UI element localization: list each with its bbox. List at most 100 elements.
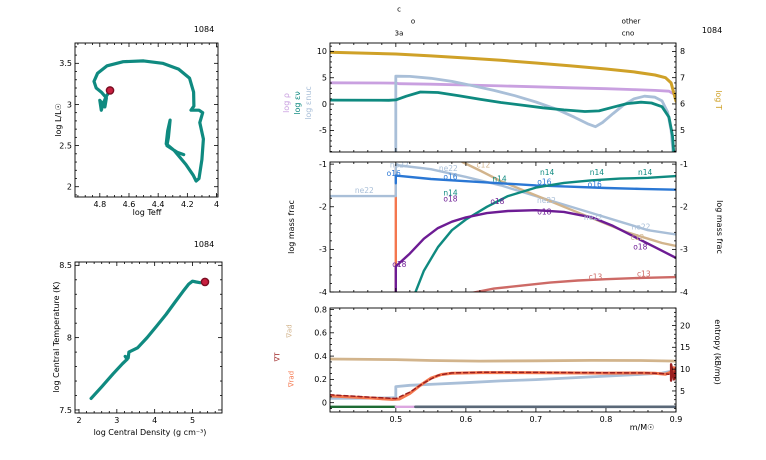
tick-label: 0.6: [460, 415, 473, 424]
tick-label: -5: [319, 126, 327, 135]
n14: [414, 174, 676, 292]
tick-label: 15: [680, 343, 690, 352]
curve-label: c12: [631, 233, 645, 242]
curve-label: ne22: [632, 223, 651, 232]
tick-label: 2: [76, 416, 81, 425]
massfrac-right-axis-label: log mass frac: [715, 200, 724, 254]
tick-label: 0.5: [389, 415, 402, 424]
log-eps-nu-axis-label: log εν: [293, 91, 302, 115]
log-eps-nuc: [394, 74, 675, 152]
trho-y-axis-label: log Central Temperature (K): [52, 281, 61, 393]
tick-label: 8.5: [59, 261, 72, 270]
profile-top: 10 5 0 -5 8 7 6 5: [317, 42, 685, 153]
tick-label: 4.4: [152, 200, 165, 209]
curve-label: o16: [387, 169, 401, 178]
curve-label: n14: [540, 168, 555, 177]
burn-zone-label-c: c: [397, 5, 401, 14]
curve-label: o18: [633, 243, 647, 252]
c12: [461, 162, 676, 248]
tick-label: 20: [680, 321, 690, 330]
tick-label: 4: [214, 200, 219, 209]
curve-label: o18: [392, 260, 406, 269]
curve-label: c12: [477, 160, 491, 169]
curve-label: ne22: [584, 213, 603, 222]
massfrac-left-axis-label: log mass frac: [287, 200, 296, 254]
tick-label: 7: [680, 73, 685, 82]
grad-rad-axis-label: ∇rad: [287, 370, 296, 388]
burn-zone-label-3a: 3a: [394, 29, 404, 38]
central-trho: 2 3 4 5 7.5 8 8.5: [59, 261, 223, 425]
grad-ad: [330, 357, 676, 363]
ne22: [330, 163, 676, 236]
current-model-marker: [200, 277, 210, 287]
central-track: [89, 279, 202, 400]
tick-label: 4.8: [93, 200, 106, 209]
curve-label: c13: [637, 270, 651, 279]
curve-label: ne22: [439, 164, 458, 173]
evolution-track: [92, 59, 205, 183]
log-eps-nuc-axis-label: log εnuc: [304, 86, 313, 120]
tick-label: 3: [67, 100, 72, 109]
tick-label: 5: [680, 126, 685, 135]
tick-label: 0.6: [314, 329, 327, 338]
tick-label: 4.6: [123, 200, 136, 209]
grad-ad-axis-label: ∇ad: [285, 324, 294, 338]
hr-title: 1084: [193, 25, 215, 34]
hr-diagram-axis-frame: [74, 42, 219, 198]
profiles-x-axis-label: m/M☉: [629, 423, 655, 432]
tick-label: 8: [680, 47, 685, 56]
curve-label: o16: [443, 172, 457, 181]
tick-label: 5: [322, 74, 327, 83]
curve-label: n14: [638, 168, 653, 177]
tick-label: 4: [152, 416, 157, 425]
tick-label: 0.7: [530, 415, 543, 424]
tick-label: 2: [67, 183, 72, 192]
log-T-axis-label: log T: [714, 90, 723, 110]
log-rho-axis-label: log ρ: [282, 93, 291, 113]
hr-x-axis-label: log Teff: [132, 208, 162, 217]
curve-label: o16: [537, 178, 551, 187]
tick-label: 8: [67, 333, 72, 342]
curve-label: n14: [590, 168, 605, 177]
curve-label: ne22: [537, 196, 556, 205]
tick-label: 0.2: [314, 375, 327, 384]
abundances-axis-frame: [329, 161, 677, 293]
hr-diagram: 4.8 4.6 4.4 4.2 4 2 2.5 3 3.5: [59, 42, 219, 209]
curve-label: ne22: [355, 186, 374, 195]
log-eps-nu: [330, 90, 676, 152]
tick-label: 10: [317, 47, 327, 56]
tick-label: -4: [319, 288, 327, 297]
tick-label: 5: [190, 416, 195, 425]
tick-label: -1: [680, 160, 688, 169]
o16: [394, 174, 676, 191]
tick-label: 4.2: [181, 200, 194, 209]
tick-label: 0: [322, 100, 327, 109]
tick-label: -1: [319, 160, 327, 169]
tick-label: -2: [680, 203, 688, 212]
tick-label: 10: [680, 365, 690, 374]
curve-label: o18: [537, 207, 551, 216]
tick-label: 0.8: [600, 415, 613, 424]
log-rho: [330, 81, 676, 99]
trho-title: 1084: [193, 240, 215, 249]
tick-label: 3.5: [59, 59, 72, 68]
profiles-title: 1084: [701, 26, 723, 35]
tick-label: 6: [680, 100, 685, 109]
hr-y-axis-label: log L/L☉: [54, 103, 63, 137]
curve-label: ne22: [390, 160, 409, 169]
tick-label: -3: [319, 245, 327, 254]
log-T: [330, 50, 676, 103]
curve-label: o16: [588, 180, 602, 189]
curve-label: n14: [492, 175, 507, 184]
c13: [470, 275, 676, 292]
curve-label: o18: [490, 197, 504, 206]
burn-zone-label-cno: cno: [621, 29, 635, 38]
tick-label: 0.4: [314, 352, 327, 361]
o18: [394, 208, 676, 292]
tick-label: -4: [680, 288, 688, 297]
tick-label: 5: [680, 387, 685, 396]
grad-T-axis-label: ∇T: [273, 352, 282, 362]
